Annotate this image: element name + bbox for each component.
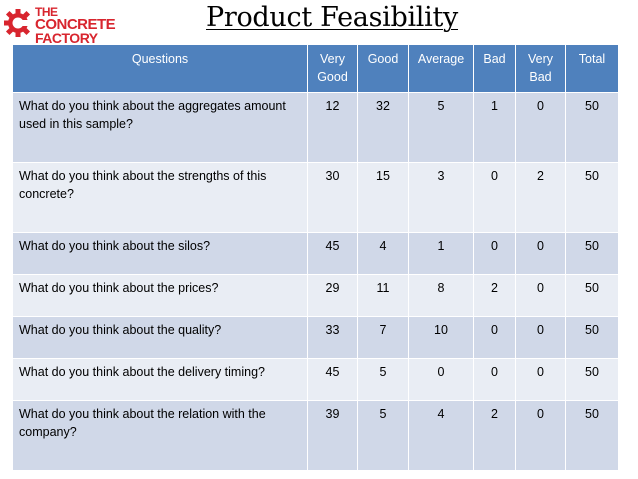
total-cell: 50 bbox=[565, 232, 619, 275]
table-row: What do you think about the relation wit… bbox=[12, 400, 619, 471]
table-row: What do you think about the strengths of… bbox=[12, 162, 619, 233]
total-cell: 50 bbox=[565, 358, 619, 401]
total-cell: 50 bbox=[565, 92, 619, 163]
very-bad-cell: 2 bbox=[515, 162, 566, 233]
column-header-very-good: Very Good bbox=[307, 44, 358, 93]
average-cell: 5 bbox=[408, 92, 474, 163]
bad-cell: 0 bbox=[473, 316, 516, 359]
very-bad-cell: 0 bbox=[515, 358, 566, 401]
good-cell: 11 bbox=[357, 274, 409, 317]
average-cell: 3 bbox=[408, 162, 474, 233]
bad-cell: 2 bbox=[473, 274, 516, 317]
column-header-total: Total bbox=[565, 44, 619, 93]
bad-cell: 1 bbox=[473, 92, 516, 163]
total-cell: 50 bbox=[565, 162, 619, 233]
very-bad-cell: 0 bbox=[515, 400, 566, 471]
bad-cell: 0 bbox=[473, 358, 516, 401]
column-header-average: Average bbox=[408, 44, 474, 93]
very-good-cell: 12 bbox=[307, 92, 358, 163]
logo-text-factory: FACTORY bbox=[35, 30, 98, 46]
good-cell: 15 bbox=[357, 162, 409, 233]
bad-cell: 0 bbox=[473, 232, 516, 275]
question-cell: What do you think about the strengths of… bbox=[12, 162, 308, 233]
page-title: Product Feasibility bbox=[206, 2, 458, 33]
good-cell: 5 bbox=[357, 400, 409, 471]
question-cell: What do you think about the aggregates a… bbox=[12, 92, 308, 163]
question-cell: What do you think about the prices? bbox=[12, 274, 308, 317]
total-cell: 50 bbox=[565, 400, 619, 471]
bad-cell: 2 bbox=[473, 400, 516, 471]
good-cell: 32 bbox=[357, 92, 409, 163]
table-row: What do you think about the prices? 29 1… bbox=[12, 274, 619, 317]
table-row: What do you think about the quality? 33 … bbox=[12, 316, 619, 359]
good-cell: 7 bbox=[357, 316, 409, 359]
very-bad-cell: 0 bbox=[515, 232, 566, 275]
logo-text-the: THE bbox=[35, 5, 58, 19]
very-good-cell: 29 bbox=[307, 274, 358, 317]
very-bad-cell: 0 bbox=[515, 316, 566, 359]
column-header-questions: Questions bbox=[12, 44, 308, 93]
average-cell: 0 bbox=[408, 358, 474, 401]
very-good-cell: 39 bbox=[307, 400, 358, 471]
column-header-bad: Bad bbox=[473, 44, 516, 93]
average-cell: 10 bbox=[408, 316, 474, 359]
question-cell: What do you think about the silos? bbox=[12, 232, 308, 275]
table-row: What do you think about the delivery tim… bbox=[12, 358, 619, 401]
table-row: What do you think about the aggregates a… bbox=[12, 92, 619, 163]
very-good-cell: 45 bbox=[307, 358, 358, 401]
average-cell: 1 bbox=[408, 232, 474, 275]
average-cell: 8 bbox=[408, 274, 474, 317]
company-logo: THE CONCRETE FACTORY bbox=[4, 5, 122, 45]
very-good-cell: 30 bbox=[307, 162, 358, 233]
column-header-good: Good bbox=[357, 44, 409, 93]
logo-text-concrete: CONCRETE bbox=[35, 16, 116, 33]
good-cell: 4 bbox=[357, 232, 409, 275]
total-cell: 50 bbox=[565, 316, 619, 359]
very-good-cell: 33 bbox=[307, 316, 358, 359]
question-cell: What do you think about the quality? bbox=[12, 316, 308, 359]
question-cell: What do you think about the delivery tim… bbox=[12, 358, 308, 401]
table-row: What do you think about the silos? 45 4 … bbox=[12, 232, 619, 275]
table-header-row: Questions Very Good Good Average Bad Ver… bbox=[12, 44, 619, 93]
very-bad-cell: 0 bbox=[515, 92, 566, 163]
gear-logo-icon bbox=[4, 9, 32, 37]
feasibility-table: Questions Very Good Good Average Bad Ver… bbox=[12, 44, 619, 471]
bad-cell: 0 bbox=[473, 162, 516, 233]
total-cell: 50 bbox=[565, 274, 619, 317]
good-cell: 5 bbox=[357, 358, 409, 401]
average-cell: 4 bbox=[408, 400, 474, 471]
column-header-very-bad: Very Bad bbox=[515, 44, 566, 93]
very-bad-cell: 0 bbox=[515, 274, 566, 317]
question-cell: What do you think about the relation wit… bbox=[12, 400, 308, 471]
very-good-cell: 45 bbox=[307, 232, 358, 275]
